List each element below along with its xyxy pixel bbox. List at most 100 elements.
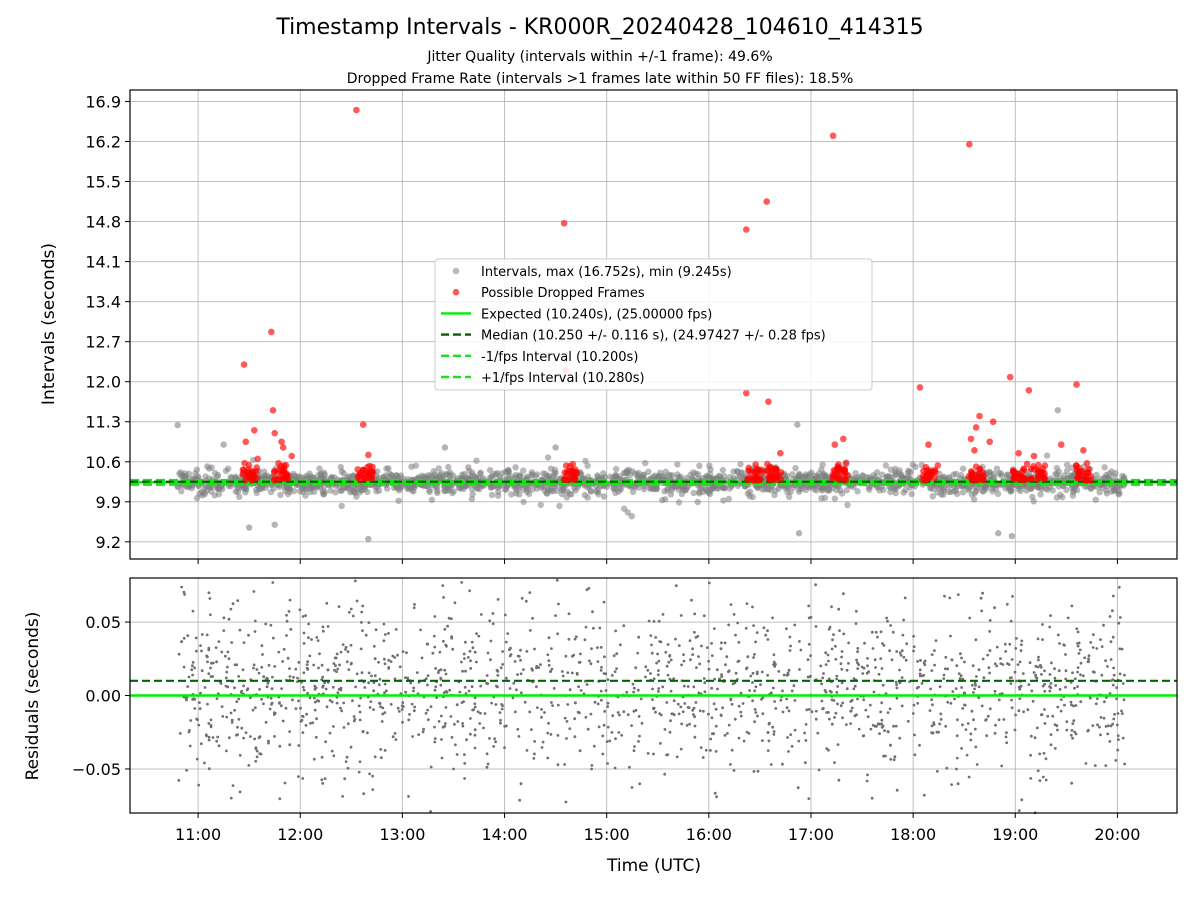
residual-point [737, 736, 741, 740]
residual-point [401, 720, 404, 724]
interval-point [786, 493, 793, 501]
dropped-frame-point [968, 474, 976, 482]
residual-point [288, 598, 292, 602]
residual-point [760, 670, 764, 674]
residual-point [755, 672, 759, 676]
residual-point [344, 648, 347, 651]
residual-point [475, 632, 478, 635]
interval-outlier-point [271, 521, 278, 528]
residual-point [772, 730, 776, 733]
residual-point [1018, 660, 1022, 664]
residual-point [973, 727, 977, 731]
residual-point [823, 689, 827, 692]
dropped-frame-point [571, 475, 578, 482]
dropped-frame-point [773, 471, 781, 479]
residual-point [1011, 595, 1014, 598]
interval-point [457, 485, 464, 492]
residual-point [663, 728, 667, 731]
residual-point [533, 647, 536, 651]
residual-point [496, 674, 500, 677]
residual-point [898, 736, 902, 740]
residual-point [302, 688, 306, 692]
interval-point [340, 470, 347, 477]
interval-point [993, 465, 1001, 472]
residual-point [661, 685, 665, 689]
residual-point [697, 655, 700, 658]
residual-point [761, 712, 765, 716]
residual-point [709, 737, 713, 741]
residual-point [343, 777, 347, 781]
residual-point [974, 638, 978, 642]
residual-point [405, 651, 408, 655]
interval-point [468, 495, 476, 503]
dropped-frame-point [978, 476, 986, 483]
dropped-frame-point [253, 464, 260, 471]
residual-point [1070, 781, 1074, 785]
residual-point [238, 753, 242, 757]
legend-label: Expected (10.240s), (25.00000 fps) [481, 307, 712, 322]
residual-point [679, 614, 683, 617]
residual-point [1109, 658, 1113, 661]
interval-point [267, 488, 275, 496]
residual-point [410, 702, 414, 706]
residual-point [1059, 709, 1063, 713]
residual-point [233, 663, 237, 667]
residual-point [817, 768, 821, 772]
residual-point [547, 721, 550, 725]
residual-point [517, 735, 521, 738]
residual-point [606, 725, 610, 729]
residual-point [384, 633, 387, 636]
residual-point [519, 691, 523, 695]
intervals-panel: 9.29.910.611.312.012.713.414.114.815.516… [39, 89, 1178, 564]
residual-point [572, 653, 576, 657]
residual-point [693, 612, 697, 616]
residual-point [672, 699, 676, 703]
intervals-y-axis-label: Intervals (seconds) [39, 243, 59, 405]
residual-point [335, 652, 339, 656]
interval-point [677, 473, 684, 480]
residual-point [1073, 686, 1076, 690]
residual-point [374, 628, 378, 632]
residual-point [1111, 609, 1114, 613]
residual-point [310, 638, 313, 641]
residual-point [628, 765, 631, 769]
residual-point [277, 650, 281, 654]
residual-point [475, 660, 478, 664]
residual-point [928, 709, 932, 712]
residual-point [367, 671, 371, 675]
residual-point [349, 643, 353, 647]
interval-point [1004, 471, 1011, 478]
residual-point [709, 749, 712, 752]
residual-point [724, 663, 727, 667]
residual-point [754, 711, 758, 714]
residual-point [788, 649, 792, 652]
intervals-y-tick-label: 14.8 [85, 213, 121, 232]
residual-point [685, 724, 689, 727]
dropped-frame-point [1015, 449, 1022, 457]
interval-point [512, 464, 519, 471]
residual-point [900, 704, 904, 708]
residual-point [347, 668, 351, 671]
residual-point [1038, 779, 1042, 782]
dropped-frame-point [1006, 373, 1014, 381]
residual-point [712, 702, 716, 706]
residual-point [899, 653, 903, 657]
residual-point [752, 656, 755, 659]
residual-point [358, 718, 362, 722]
residual-point [440, 756, 444, 760]
residual-point [230, 721, 234, 724]
residual-point [379, 756, 383, 760]
residual-point [1033, 736, 1037, 740]
residual-point [336, 691, 340, 695]
residual-point [734, 671, 738, 675]
residual-point [433, 740, 437, 744]
interval-point [488, 491, 496, 499]
residual-point [1073, 677, 1077, 681]
residual-point [230, 641, 234, 644]
residual-point [985, 734, 989, 738]
residual-point [919, 659, 922, 662]
residual-point [589, 662, 593, 666]
residual-point [853, 714, 857, 718]
interval-point [556, 502, 563, 510]
residual-point [640, 721, 644, 725]
